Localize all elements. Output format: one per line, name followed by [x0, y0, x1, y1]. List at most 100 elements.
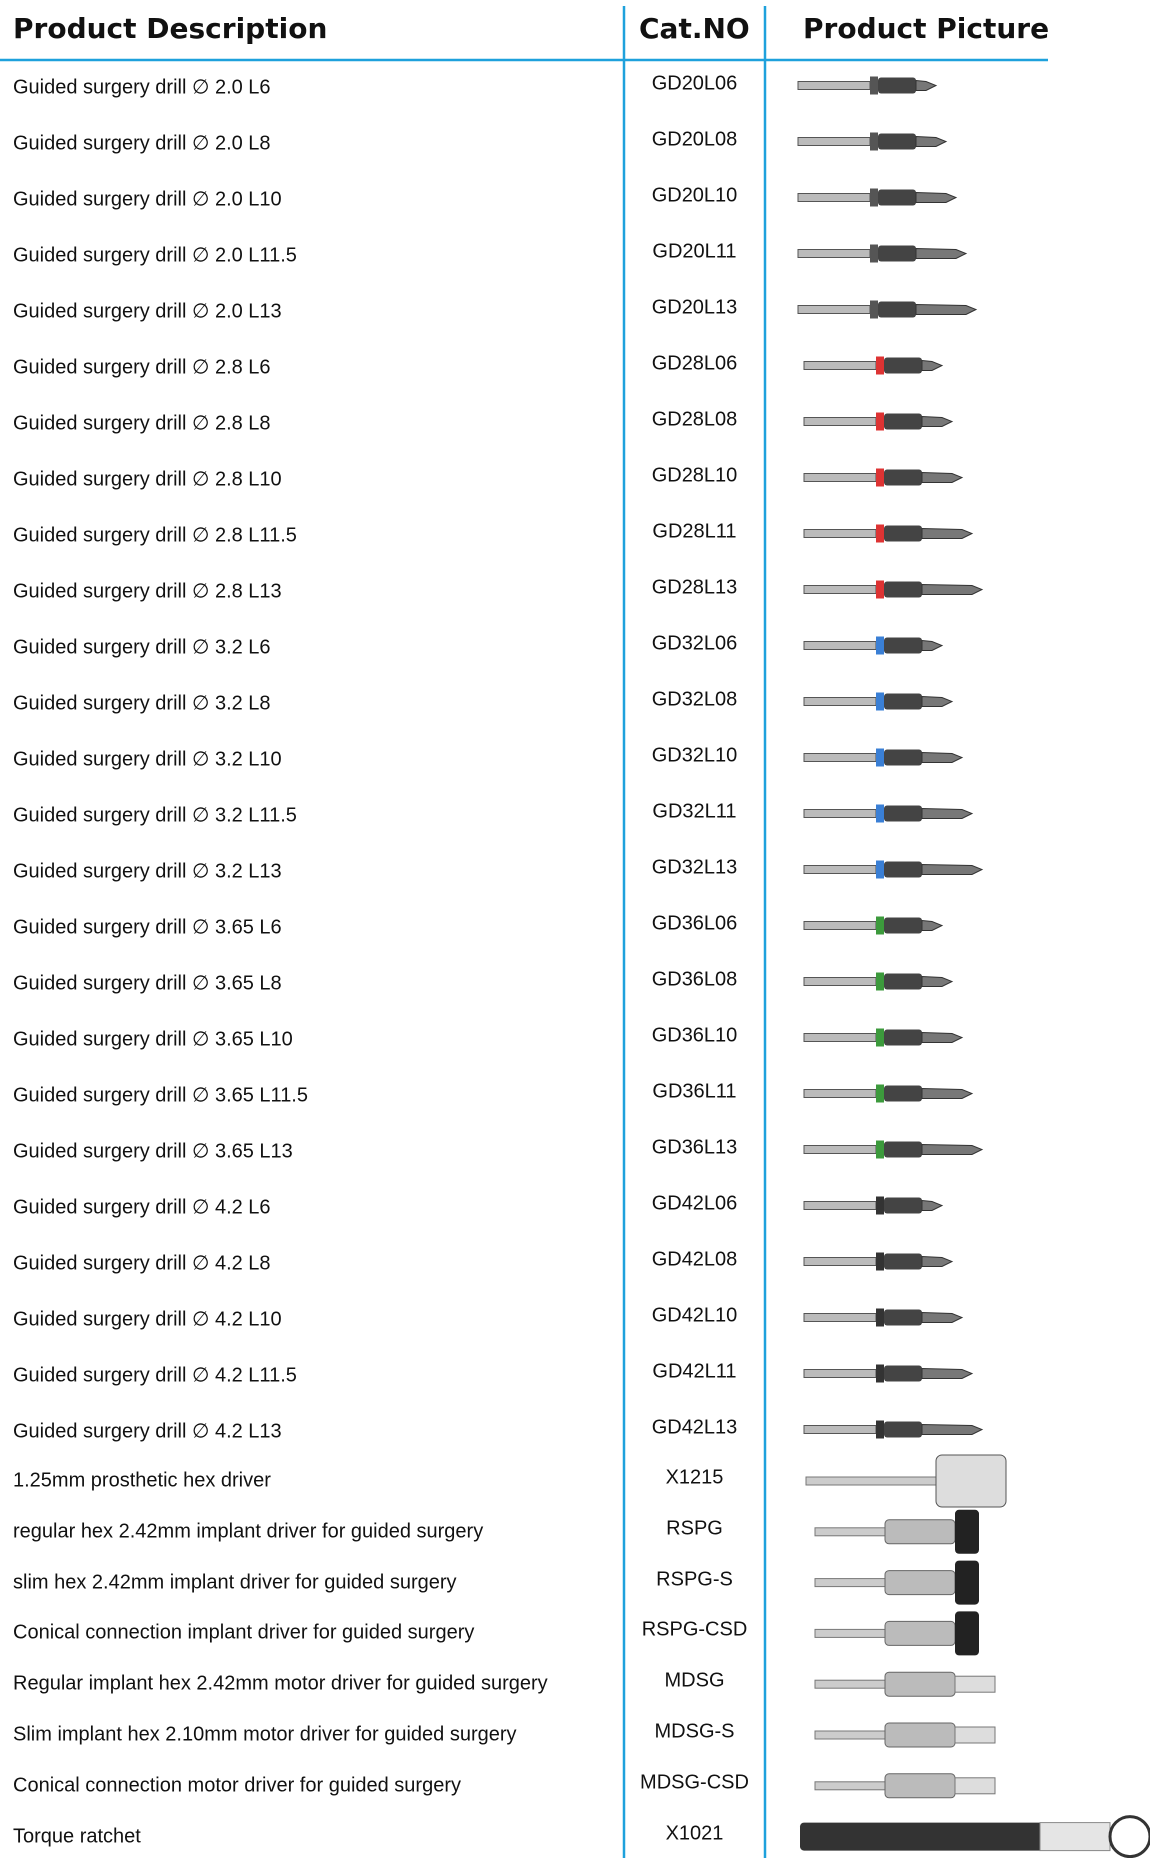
- description-cell: Guided surgery drill ∅ 3.2 L13: [13, 860, 282, 882]
- drill-collar: [876, 580, 884, 599]
- driver-body: [884, 1620, 956, 1646]
- description-cell: Guided surgery drill ∅ 4.2 L6: [13, 1196, 271, 1218]
- driver-cap: [955, 1611, 979, 1656]
- catno-cell: GD32L08: [651, 688, 738, 710]
- drill-collar: [876, 1140, 884, 1159]
- drill-shank: [803, 697, 877, 706]
- catno-cell: MDSG-CSD: [640, 1771, 749, 1794]
- drill-body: [884, 469, 922, 486]
- drill-shank: [803, 753, 877, 762]
- drill-flute: [921, 751, 964, 763]
- description-cell: 1.25mm prosthetic hex driver: [13, 1469, 271, 1492]
- drill-body: [884, 1085, 922, 1102]
- drill-flute: [921, 1199, 944, 1211]
- description-cell: Guided surgery drill ∅ 3.65 L11.5: [13, 1084, 308, 1106]
- description-cell: Guided surgery drill ∅ 4.2 L13: [13, 1420, 282, 1442]
- drill-shank: [797, 305, 871, 314]
- drill-body: [884, 917, 922, 934]
- drill-body: [884, 637, 922, 654]
- drill-flute: [921, 1143, 984, 1155]
- drill-body: [884, 1421, 922, 1438]
- catno-cell: GD28L08: [651, 408, 738, 430]
- description-cell: Guided surgery drill ∅ 2.0 L11.5: [13, 244, 297, 266]
- driver-cap: [955, 1560, 979, 1605]
- description-cell: Guided surgery drill ∅ 3.2 L10: [13, 748, 282, 770]
- description-cell: regular hex 2.42mm implant driver for gu…: [13, 1520, 484, 1543]
- catno-cell: GD42L06: [651, 1192, 738, 1214]
- drill-flute: [921, 863, 984, 875]
- catno-cell: GD20L06: [651, 72, 738, 94]
- drill-body: [884, 1029, 922, 1046]
- catno-cell: GD32L06: [651, 632, 738, 654]
- drill-shank: [797, 81, 871, 90]
- drill-collar: [876, 356, 884, 375]
- drill-body: [884, 805, 922, 822]
- drill-collar: [876, 636, 884, 655]
- catno-cell: GD32L11: [652, 800, 737, 822]
- drill-flute: [921, 359, 944, 371]
- drill-collar: [876, 1028, 884, 1047]
- ratchet-body: [800, 1822, 1100, 1851]
- catno-cell: MDSG: [664, 1669, 725, 1692]
- drill-shank: [803, 1145, 877, 1154]
- driver-tip: [954, 1777, 996, 1795]
- drill-body: [884, 1309, 922, 1326]
- description-cell: Guided surgery drill ∅ 2.8 L13: [13, 580, 282, 602]
- description-cell: Guided surgery drill ∅ 3.2 L11.5: [13, 804, 297, 826]
- drill-collar: [876, 1420, 884, 1439]
- catno-cell: GD36L06: [651, 912, 738, 934]
- drill-shank: [803, 585, 877, 594]
- driver-body: [884, 1773, 956, 1799]
- catno-cell: RSPG-CSD: [641, 1618, 748, 1641]
- drill-flute: [915, 79, 938, 91]
- drill-body: [878, 301, 916, 318]
- description-cell: Slim implant hex 2.10mm motor driver for…: [13, 1723, 517, 1746]
- drill-body: [878, 189, 916, 206]
- drill-collar: [876, 916, 884, 935]
- drill-shank: [803, 1369, 877, 1378]
- description-cell: Conical connection implant driver for gu…: [13, 1621, 475, 1644]
- drill-collar: [876, 468, 884, 487]
- drill-shank: [803, 921, 877, 930]
- drill-shank: [803, 977, 877, 986]
- drill-shank: [803, 1425, 877, 1434]
- drill-flute: [921, 1423, 984, 1435]
- driver-body: [884, 1570, 956, 1596]
- description-cell: slim hex 2.42mm implant driver for guide…: [13, 1571, 457, 1594]
- driver-tip: [954, 1726, 996, 1744]
- drill-collar: [876, 1364, 884, 1383]
- drill-shank: [803, 1089, 877, 1098]
- drill-flute: [921, 583, 984, 595]
- description-cell: Guided surgery drill ∅ 4.2 L11.5: [13, 1364, 297, 1386]
- drill-shank: [803, 1257, 877, 1266]
- drill-flute: [921, 695, 954, 707]
- header-picture: Product Picture: [803, 12, 1050, 45]
- drill-body: [884, 1141, 922, 1158]
- catno-cell: GD42L11: [652, 1360, 737, 1382]
- description-cell: Conical connection motor driver for guid…: [13, 1774, 461, 1797]
- drill-flute: [921, 1255, 954, 1267]
- header-description: Product Description: [13, 12, 328, 45]
- description-cell: Guided surgery drill ∅ 2.8 L6: [13, 356, 271, 378]
- driver-body: [884, 1722, 956, 1748]
- drill-shank: [803, 641, 877, 650]
- drill-flute: [915, 191, 958, 203]
- catno-cell: GD20L10: [651, 184, 738, 206]
- catno-cell: GD36L10: [651, 1024, 738, 1046]
- catno-cell: GD32L10: [651, 744, 738, 766]
- description-cell: Guided surgery drill ∅ 4.2 L8: [13, 1252, 271, 1274]
- description-cell: Guided surgery drill ∅ 3.65 L13: [13, 1140, 293, 1162]
- catno-cell: GD42L08: [651, 1248, 738, 1270]
- drill-shank: [803, 1313, 877, 1322]
- driver-shaft: [814, 1730, 886, 1740]
- drill-body: [884, 1197, 922, 1214]
- catno-cell: X1021: [665, 1822, 724, 1845]
- catno-cell: RSPG-S: [656, 1568, 733, 1591]
- drill-collar: [876, 972, 884, 991]
- drill-body: [884, 693, 922, 710]
- catno-cell: X1215: [665, 1466, 724, 1489]
- drill-collar: [876, 748, 884, 767]
- catno-cell: GD32L13: [651, 856, 738, 878]
- drill-collar: [870, 244, 878, 263]
